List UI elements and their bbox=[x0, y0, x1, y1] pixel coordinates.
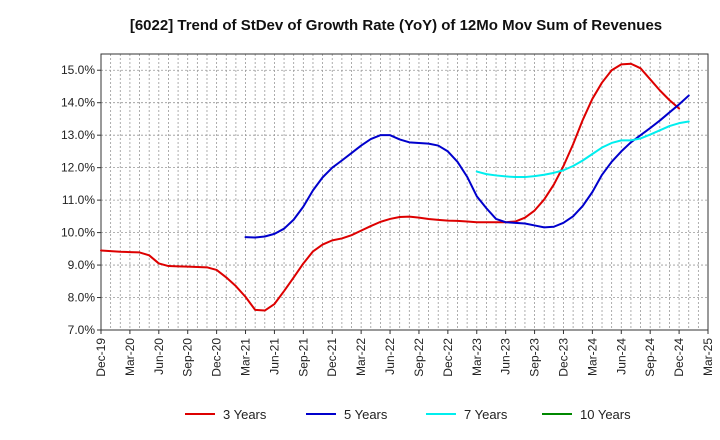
x-tick-label: Dec-22 bbox=[441, 338, 455, 377]
x-tick-label: Jun-24 bbox=[614, 338, 628, 375]
x-tick-label: Sep-21 bbox=[296, 338, 310, 377]
y-tick-label: 10.0% bbox=[61, 226, 95, 240]
series-line-7-years bbox=[475, 120, 690, 179]
x-tick-label: Dec-20 bbox=[210, 338, 224, 377]
y-tick-label: 14.0% bbox=[61, 96, 95, 110]
x-tick-label: Jun-20 bbox=[152, 338, 166, 375]
series-line-3-years bbox=[100, 62, 681, 312]
x-tick-label: Sep-22 bbox=[412, 338, 426, 377]
legend-label: 10 Years bbox=[580, 407, 631, 422]
x-tick-label: Jun-21 bbox=[267, 338, 281, 375]
x-tick-label: Mar-20 bbox=[123, 338, 137, 376]
y-tick-label: 12.0% bbox=[61, 161, 95, 175]
x-tick-label: Dec-21 bbox=[325, 338, 339, 377]
x-tick-label: Jun-22 bbox=[383, 338, 397, 375]
legend-label: 3 Years bbox=[223, 407, 267, 422]
legend-label: 5 Years bbox=[344, 407, 388, 422]
chart-title: [6022] Trend of StDev of Growth Rate (Yo… bbox=[130, 17, 662, 34]
x-tick-label: Mar-22 bbox=[354, 338, 368, 376]
y-axis: 7.0% 8.0% 9.0% 10.0% 11.0% 12.0% 13.0% 14.0% 15.… bbox=[61, 63, 101, 337]
x-axis: Dec-19 Mar-20 Jun-20 Sep-20 Dec-20 Mar-21 Jun-… bbox=[94, 330, 715, 377]
x-tick-label: Mar-25 bbox=[701, 338, 715, 376]
x-tick-label: Sep-23 bbox=[528, 338, 542, 377]
x-tick-label: Dec-24 bbox=[672, 338, 686, 377]
x-tick-label: Mar-24 bbox=[585, 338, 599, 376]
x-tick-label: Dec-19 bbox=[94, 338, 108, 377]
y-tick-label: 13.0% bbox=[61, 128, 95, 142]
x-tick-label: Jun-23 bbox=[499, 338, 513, 375]
y-tick-label: 11.0% bbox=[62, 193, 95, 207]
x-tick-label: Mar-21 bbox=[239, 338, 253, 376]
x-tick-label: Dec-23 bbox=[556, 338, 570, 377]
series-line-5-years bbox=[244, 94, 690, 239]
series-layer bbox=[100, 62, 690, 312]
grid-layer bbox=[101, 54, 708, 331]
x-tick-label: Sep-20 bbox=[181, 338, 195, 377]
y-tick-label: 9.0% bbox=[68, 258, 96, 272]
legend-label: 7 Years bbox=[464, 407, 508, 422]
y-tick-label: 15.0% bbox=[61, 63, 95, 77]
x-tick-label: Mar-23 bbox=[470, 338, 484, 376]
y-tick-label: 8.0% bbox=[68, 291, 96, 305]
legend: 3 Years 5 Years 7 Years 10 Years bbox=[185, 407, 631, 422]
y-tick-label: 7.0% bbox=[68, 323, 96, 337]
x-tick-label: Sep-24 bbox=[643, 338, 657, 377]
plot-frame bbox=[100, 53, 709, 331]
